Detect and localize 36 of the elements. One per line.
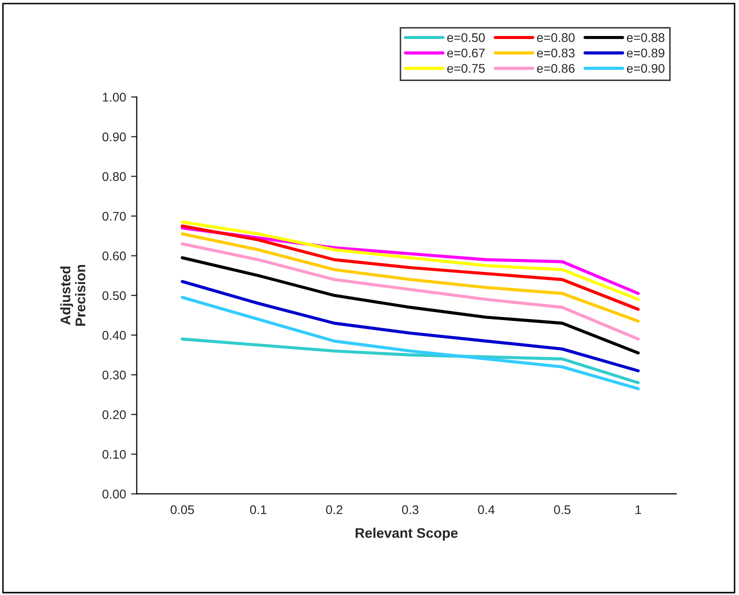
x-tick-label: 0.4 (478, 505, 495, 514)
x-tick-label: 0.1 (250, 505, 266, 514)
x-axis-title: Relevant Scope (356, 528, 458, 541)
y-tick-label: 1.00 (102, 92, 126, 102)
y-tick-label: 0.60 (102, 252, 126, 260)
x-tick-label: 1 (636, 505, 642, 514)
legend-label: e=0.50 (447, 33, 485, 42)
x-tick-label: 0.5 (554, 505, 570, 514)
y-tick-label: 0.80 (102, 172, 126, 182)
y-tick-label: 0.90 (102, 132, 126, 142)
legend-label: e=0.86 (537, 64, 575, 73)
legend-label: e=0.67 (447, 48, 485, 58)
x-tick-label: 0.2 (326, 505, 342, 514)
y-axis-title: Adjusted Precision (60, 265, 86, 326)
legend-label: e=0.83 (537, 48, 575, 58)
line-series (180, 256, 640, 354)
line-series (180, 338, 640, 384)
line-series (180, 296, 640, 390)
y-tick-label: 0.20 (102, 410, 126, 420)
x-tick-label: 0.3 (402, 505, 418, 514)
legend-label: e=0.80 (537, 33, 575, 42)
line-series (180, 280, 640, 372)
y-tick-label: 0.00 (102, 490, 126, 498)
line-series (180, 242, 640, 341)
y-tick-label: 0.30 (102, 370, 126, 380)
legend-label: e=0.88 (626, 33, 664, 42)
y-tick-label: 0.40 (102, 330, 126, 340)
line-series (180, 224, 640, 311)
legend-label: e=0.90 (626, 64, 664, 73)
line-series (180, 232, 640, 323)
y-tick-label: 0.10 (102, 450, 126, 459)
legend-label: e=0.75 (447, 64, 485, 73)
y-tick-label: 0.70 (102, 212, 126, 221)
x-tick-label: 0.05 (170, 505, 194, 514)
legend-label: e=0.89 (626, 48, 664, 58)
y-tick-label: 0.50 (102, 291, 126, 300)
